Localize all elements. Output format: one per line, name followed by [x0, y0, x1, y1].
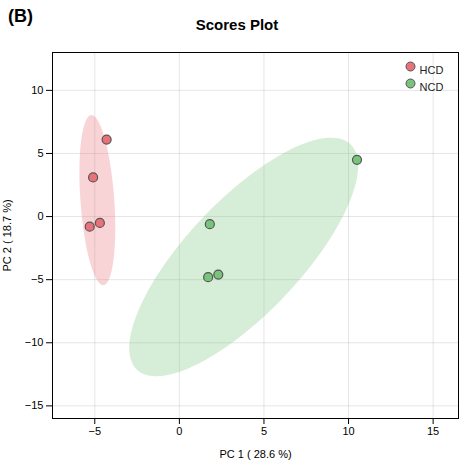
- svg-text:PC 2 ( 18.7 %): PC 2 ( 18.7 %): [1, 199, 13, 271]
- svg-text:10: 10: [31, 84, 43, 96]
- svg-text:10: 10: [342, 425, 354, 437]
- html-text:Scores Plot: Scores Plot: [195, 16, 279, 33]
- svg-text:HCD: HCD: [420, 64, 444, 76]
- html-text:(B): (B): [8, 6, 33, 26]
- svg-text:0: 0: [176, 425, 182, 437]
- svg-text:−15: −15: [25, 399, 44, 411]
- svg-text:PC 1 ( 28.6 %): PC 1 ( 28.6 %): [219, 448, 291, 460]
- svg-text:−5: −5: [89, 425, 102, 437]
- svg-text:5: 5: [37, 147, 43, 159]
- svg-text:5: 5: [261, 425, 267, 437]
- svg-text:NCD: NCD: [420, 81, 444, 93]
- svg-text:0: 0: [37, 210, 43, 222]
- svg-text:−10: −10: [25, 336, 44, 348]
- svg-text:−5: −5: [31, 273, 44, 285]
- svg-text:15: 15: [427, 425, 439, 437]
